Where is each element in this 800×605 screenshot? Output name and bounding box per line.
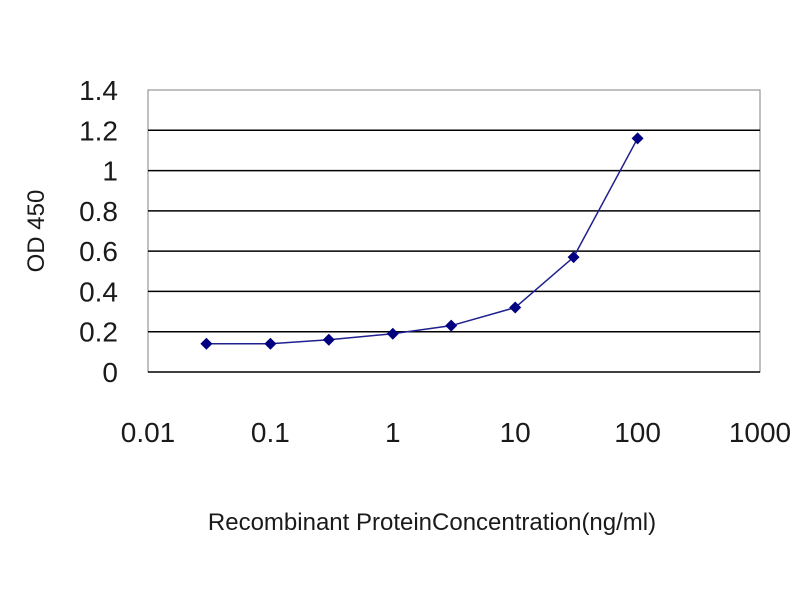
- y-tick-label: 0.6: [79, 236, 118, 267]
- x-axis-title: Recombinant ProteinConcentration(ng/ml): [208, 509, 656, 536]
- data-point: [567, 251, 580, 264]
- grid-lines: [148, 129, 760, 373]
- data-point: [322, 333, 335, 346]
- series-layer: [200, 132, 644, 350]
- x-tick-label: 1000: [729, 417, 791, 448]
- x-tick-labels: 0.01 0.1 1 10 100 1000: [121, 417, 791, 448]
- data-point: [509, 301, 522, 314]
- y-tick-label: 1: [102, 156, 118, 187]
- data-point: [264, 337, 277, 350]
- data-point: [200, 337, 213, 350]
- data-point: [386, 327, 399, 340]
- y-tick-label: 1.4: [79, 75, 118, 106]
- data-point: [445, 319, 458, 332]
- x-tick-label: 0.1: [251, 417, 290, 448]
- y-tick-label: 0: [102, 357, 118, 388]
- x-tick-label: 1: [385, 417, 401, 448]
- y-tick-label: 0.2: [79, 317, 118, 348]
- plot-area: [147, 89, 761, 373]
- x-tick-label: 0.01: [121, 417, 176, 448]
- y-axis-title: OD 450: [23, 190, 50, 273]
- y-tick-label: 1.2: [79, 115, 118, 146]
- y-tick-label: 0.4: [79, 276, 118, 307]
- y-tick-labels: 0 0.2 0.4 0.6 0.8 1 1.2 1.4: [79, 75, 118, 388]
- data-point: [631, 132, 644, 145]
- series-line-0: [206, 137, 639, 345]
- x-tick-label: 100: [614, 417, 661, 448]
- x-tick-label: 10: [500, 417, 531, 448]
- y-tick-label: 0.8: [79, 196, 118, 227]
